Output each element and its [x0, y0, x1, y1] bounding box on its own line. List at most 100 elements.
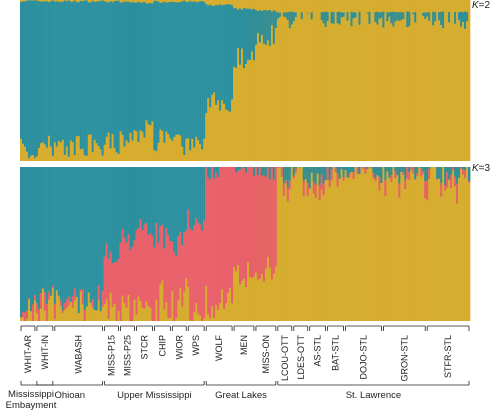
k2-bar-teal: [139, 2, 142, 131]
k3-bar-gold: [308, 167, 312, 321]
k3-bar-red: [229, 167, 232, 288]
k3-bar-red: [462, 169, 465, 175]
k3-bar-gold: [374, 167, 377, 321]
k2-bar-teal: [205, 4, 208, 114]
k3-bar-gold: [404, 167, 407, 321]
k3-bar-teal: [284, 167, 288, 181]
k2-bar-gold: [306, 0, 310, 161]
region-label: Ohioan: [15, 390, 125, 401]
k3-bar-red: [356, 167, 359, 174]
k3-bar-teal: [380, 167, 383, 184]
k2-bar-gold: [430, 0, 433, 161]
k3-bar-gold: [324, 167, 327, 321]
k2-bar-teal: [167, 2, 170, 135]
k2-bar-teal: [278, 12, 282, 17]
k3-bar-gold: [430, 167, 433, 321]
k2-bar-teal: [81, 1, 85, 149]
population-label: WOLF: [214, 334, 224, 361]
k3-bar-teal: [71, 167, 75, 297]
k3-bar-teal: [428, 167, 431, 169]
k2-bar-gold: [330, 0, 333, 161]
k2-bar-teal: [428, 12, 431, 21]
k2-bar-gold: [243, 0, 246, 161]
k2-bar-teal: [464, 11, 467, 29]
k3-bar-red: [65, 299, 69, 308]
k3-bar-red: [187, 209, 190, 287]
k3-bar-red: [352, 172, 355, 179]
k2-bar-teal: [115, 0, 118, 153]
k3-bar-teal: [53, 167, 57, 304]
k3-bar-red: [223, 167, 226, 309]
k2-bar-teal: [187, 1, 190, 139]
k3-bar-gold: [280, 167, 284, 321]
k2-bar-teal: [69, 1, 73, 141]
k2-bar-teal: [33, 0, 37, 158]
k3-bar-gold: [412, 167, 415, 321]
k3-bar-teal: [141, 167, 144, 231]
k3-bar-red: [217, 177, 220, 310]
k3-bar-teal: [21, 167, 25, 312]
k2-bar-gold: [448, 0, 451, 161]
population-label: CHIP: [157, 335, 167, 357]
k3-bar-gold: [316, 167, 320, 321]
k2-bar-gold: [432, 0, 435, 161]
k2-bar-teal: [398, 12, 401, 21]
k2-bar-teal: [380, 12, 383, 18]
k3-bar-red: [282, 183, 286, 196]
k3-bar-teal: [328, 167, 331, 180]
k3-bar-red: [426, 180, 429, 201]
k2-bar-teal: [119, 2, 122, 132]
k3-bar-teal: [264, 167, 268, 177]
k3-bar-teal: [450, 167, 453, 175]
k2-bar-teal: [219, 4, 222, 111]
k2-bar-teal: [223, 4, 226, 104]
k2-bar-gold: [384, 0, 387, 161]
k3-bar-teal: [111, 167, 114, 264]
k3-bar-red: [213, 178, 216, 318]
k2-bar-gold: [292, 0, 296, 161]
k3-bar-red: [21, 311, 25, 318]
k2-bar-teal: [85, 0, 89, 156]
k2-bar-gold: [322, 0, 325, 161]
k3-bar-red: [191, 230, 194, 321]
k3-bar-teal: [183, 167, 186, 233]
k3-bar-red: [428, 168, 431, 179]
k3-bar-red: [237, 170, 240, 265]
k3-bar-teal: [268, 167, 272, 180]
k2-bar-teal: [31, 0, 35, 155]
k3-bar-teal: [342, 167, 345, 178]
k3-label: K=3: [472, 163, 491, 174]
k3-bar-gold: [396, 167, 399, 321]
k3-bar-red: [231, 167, 234, 304]
k2-bar-gold: [352, 0, 355, 161]
k3-bar-red: [137, 228, 140, 297]
k2-bar-gold: [424, 0, 427, 161]
k2-bar-teal: [324, 11, 327, 27]
k3-bar-red: [241, 167, 244, 281]
k3-bar-teal: [117, 167, 120, 260]
k2-bar-teal: [245, 8, 248, 64]
k3-bar-red: [436, 178, 439, 180]
k3-bar-teal: [55, 167, 59, 291]
k2-bar-teal: [191, 1, 194, 139]
k2-bar-teal: [145, 3, 148, 121]
k3-bar-teal: [378, 167, 381, 177]
k2-bar-gold: [246, 0, 250, 161]
k3-bar-teal: [320, 167, 324, 175]
k3-bar-gold: [358, 167, 361, 321]
k3-bar-teal: [346, 167, 349, 178]
k3-bar-gold: [342, 167, 345, 321]
k3-bar-red: [322, 183, 325, 196]
k2-bar-teal: [21, 1, 25, 144]
k2-bar-teal: [414, 12, 417, 23]
k3-bar-teal: [292, 167, 296, 176]
k3-bar-red: [147, 234, 150, 306]
k2-bar-gold: [452, 0, 455, 161]
k2-bar-gold: [288, 0, 292, 161]
k3-bar-red: [464, 170, 467, 178]
k2-bar-gold: [300, 0, 304, 161]
k3-bar-red: [243, 168, 246, 279]
k3-bar-teal: [215, 167, 218, 173]
k3-bar-teal: [27, 167, 31, 299]
k2-bar-teal: [177, 2, 180, 135]
